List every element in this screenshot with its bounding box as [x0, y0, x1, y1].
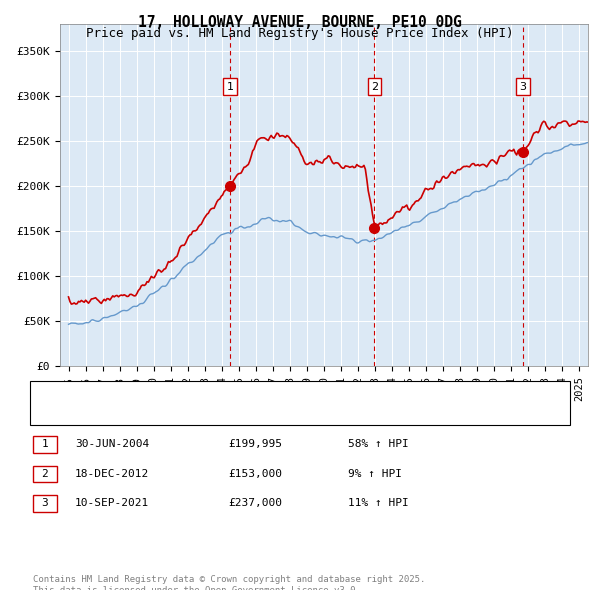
Text: HPI: Average price, semi-detached house, South Kesteven: HPI: Average price, semi-detached house,…	[75, 402, 419, 412]
Text: 2: 2	[371, 81, 378, 91]
Text: 2: 2	[41, 469, 49, 478]
Text: 3: 3	[520, 81, 527, 91]
Text: £237,000: £237,000	[228, 499, 282, 508]
Text: 11% ↑ HPI: 11% ↑ HPI	[348, 499, 409, 508]
Text: 17, HOLLOWAY AVENUE, BOURNE, PE10 0DG: 17, HOLLOWAY AVENUE, BOURNE, PE10 0DG	[138, 15, 462, 30]
Text: 1: 1	[227, 81, 234, 91]
Text: 58% ↑ HPI: 58% ↑ HPI	[348, 440, 409, 449]
Text: —: —	[48, 382, 58, 399]
Text: 1: 1	[41, 440, 49, 449]
Text: 10-SEP-2021: 10-SEP-2021	[75, 499, 149, 508]
Text: £199,995: £199,995	[228, 440, 282, 449]
Text: 17, HOLLOWAY AVENUE, BOURNE, PE10 0DG (semi-detached house): 17, HOLLOWAY AVENUE, BOURNE, PE10 0DG (s…	[75, 386, 444, 395]
Text: Contains HM Land Registry data © Crown copyright and database right 2025.
This d: Contains HM Land Registry data © Crown c…	[33, 575, 425, 590]
Text: 30-JUN-2004: 30-JUN-2004	[75, 440, 149, 449]
Text: 9% ↑ HPI: 9% ↑ HPI	[348, 469, 402, 478]
Text: Price paid vs. HM Land Registry's House Price Index (HPI): Price paid vs. HM Land Registry's House …	[86, 27, 514, 40]
Text: 18-DEC-2012: 18-DEC-2012	[75, 469, 149, 478]
Text: £153,000: £153,000	[228, 469, 282, 478]
Text: —: —	[48, 398, 58, 416]
Text: 3: 3	[41, 499, 49, 508]
